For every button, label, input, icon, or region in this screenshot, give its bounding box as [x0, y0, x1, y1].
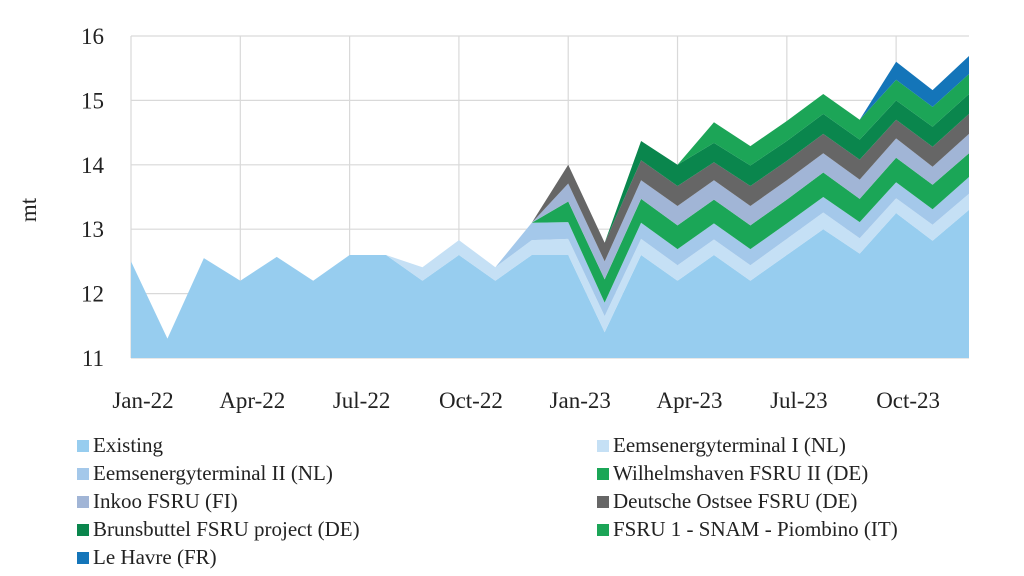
x-axis-ticks: Jan-22 Apr-22 Jul-22 Oct-22 Jan-23 Apr-23 Jul-…: [112, 388, 940, 413]
areas: [131, 55, 969, 358]
y-tick-label: 16: [81, 24, 104, 49]
area-deutsche-ostsee-fsru-de: [131, 113, 969, 339]
y-tick-label: 11: [82, 346, 104, 371]
y-tick-label: 15: [81, 88, 104, 113]
area-existing: [131, 209, 969, 358]
area-brunsbuttel-fsru-project-de: [131, 93, 969, 339]
area-inkoo-fsru-fi: [131, 133, 969, 339]
y-axis-label: mt: [16, 197, 41, 222]
y-tick-label: 12: [81, 282, 104, 307]
x-tick-label: Jul-22: [333, 388, 391, 413]
y-tick-label: 13: [81, 217, 104, 242]
y-axis-ticks: 11 12 13 14 15 16: [81, 24, 105, 371]
x-tick-label: Jan-22: [112, 388, 173, 413]
x-tick-label: Apr-23: [657, 388, 723, 413]
x-tick-label: Jan-23: [550, 388, 611, 413]
area-le-havre-fr: [131, 55, 969, 339]
area-wilhelmshaven-fsru-ii-de: [131, 153, 969, 339]
x-tick-label: Apr-22: [219, 388, 285, 413]
x-tick-label: Oct-22: [439, 388, 503, 413]
x-tick-label: Oct-23: [876, 388, 940, 413]
area-fsru-1-snam-piombino-it: [131, 73, 969, 339]
y-tick-label: 14: [81, 153, 105, 178]
x-tick-label: Jul-23: [770, 388, 828, 413]
